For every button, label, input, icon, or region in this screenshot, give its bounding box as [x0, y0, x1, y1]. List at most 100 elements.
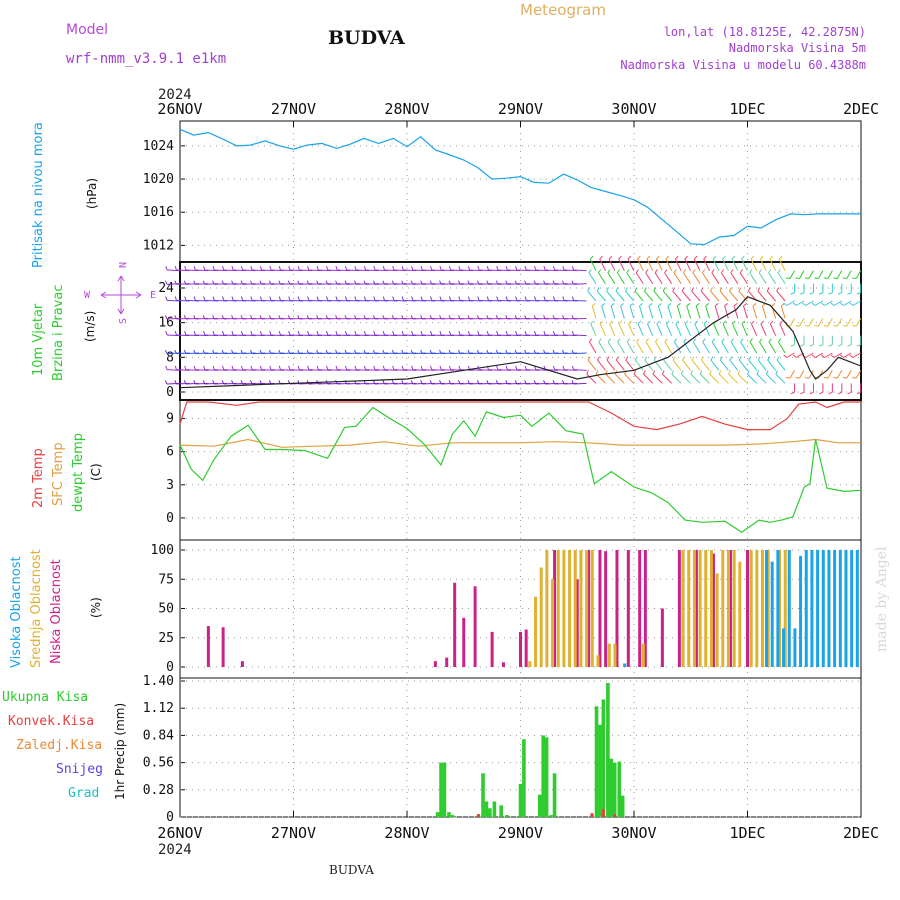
- wind-barb: [629, 305, 635, 319]
- wind-barb-flag: [552, 331, 556, 336]
- wind-barb-flag: [278, 365, 281, 370]
- wind-barb: [712, 258, 720, 271]
- wind-barb-flag: [588, 338, 593, 343]
- wind-barb: [738, 359, 748, 371]
- wind-barb-flag: [711, 338, 716, 343]
- wind-barb-flag: [606, 356, 610, 361]
- wind-barb: [682, 359, 691, 371]
- wind-barb-flag: [429, 349, 433, 354]
- wind-barb-flag: [287, 349, 291, 354]
- cloud-bar: [660, 608, 664, 667]
- wind-barb-flag: [430, 266, 433, 271]
- cloud-bar: [687, 550, 691, 667]
- cloud-bar: [783, 550, 787, 667]
- precip-tick-label: 0.28: [143, 783, 174, 798]
- wind-barb: [711, 341, 720, 354]
- wind-barb: [775, 373, 786, 384]
- wind-barb-flag: [562, 296, 565, 301]
- wind-barb: [836, 270, 843, 279]
- wind-barb: [795, 300, 805, 306]
- wind-barb: [628, 323, 635, 336]
- panel-frame: [179, 120, 862, 263]
- wind-barb-flag: [552, 296, 556, 301]
- wind-barb-flag: [458, 349, 461, 354]
- model-name: wrf-nmm_v3.9.1 e1km: [66, 51, 226, 67]
- wind-barb-flag: [722, 320, 727, 325]
- wind-barb-flag: [269, 365, 272, 370]
- model-elevation-label: Nadmorska Visina u modelu 60.4388m: [620, 58, 866, 72]
- cloud-bar: [575, 579, 579, 667]
- cloud-bar: [638, 550, 642, 667]
- wind-barb-flag: [856, 344, 861, 347]
- wind-title-1: 10m Vjetar: [31, 303, 46, 376]
- wind-barb-flag: [316, 349, 319, 354]
- cloud-bar: [598, 550, 602, 667]
- wind-barb-flag: [240, 349, 244, 354]
- wind-barb-flag: [203, 296, 206, 301]
- wind-barb-flag: [184, 331, 187, 336]
- wind-barb: [625, 359, 635, 371]
- wind-barb-flag: [202, 349, 206, 354]
- compass-cross: [100, 275, 142, 315]
- wind-barb-flag: [335, 349, 338, 354]
- wind-barb: [789, 318, 795, 327]
- wind-barb-flag: [496, 365, 499, 370]
- wind-barb-flag: [653, 287, 657, 292]
- precip-bar-total: [439, 762, 443, 817]
- wind-barb-flag: [496, 266, 499, 271]
- wind-barb-flag: [515, 365, 518, 370]
- wind-barb-flag: [804, 325, 810, 327]
- wind-barb-flag: [335, 365, 338, 370]
- wind-barb-flag: [731, 255, 736, 260]
- wind-barb: [591, 305, 597, 319]
- wind-barb-flag: [391, 280, 395, 285]
- wind-barb: [657, 305, 663, 319]
- wind-barb: [634, 359, 644, 371]
- wind-barb: [610, 305, 616, 319]
- cloud-bar: [810, 550, 814, 667]
- wind-barb-flag: [373, 365, 376, 370]
- wind-barb-flag: [495, 280, 499, 285]
- wind-barb: [616, 272, 625, 284]
- wind-barb: [808, 270, 814, 279]
- wind-barb: [635, 272, 644, 284]
- cloud-bar: [604, 551, 608, 667]
- wind-barb-flag: [756, 370, 760, 375]
- wind-barb-flag: [316, 365, 319, 370]
- wind-barb-flag: [543, 280, 546, 285]
- precip-bar-total: [499, 805, 504, 817]
- wind-barb-flag: [714, 303, 719, 307]
- precip-frz-label: Zaledj.Kisa: [16, 738, 102, 753]
- wind-barb-flag: [543, 296, 546, 301]
- wind-barb-flag: [250, 380, 253, 385]
- wind-barb: [645, 272, 654, 284]
- date-tick-label-bottom: 2DEC: [843, 824, 879, 842]
- wind-barb-flag: [766, 287, 770, 292]
- wind-barb: [588, 272, 597, 284]
- wind-barb: [827, 318, 833, 327]
- wind-barb-flag: [533, 380, 537, 385]
- wind-barb-flag: [671, 370, 674, 375]
- compass-w: W: [84, 290, 91, 301]
- wind-barb-flag: [222, 365, 225, 370]
- wind-barb-flag: [439, 380, 442, 385]
- wind-barb: [760, 323, 767, 336]
- wind-barb-flag: [316, 280, 319, 285]
- wind-barb-flag: [439, 315, 442, 320]
- wind-barb-flag: [183, 349, 187, 354]
- wind-barb-flag: [410, 349, 414, 354]
- wind-barb-flag: [458, 266, 461, 271]
- wind-barb-flag: [719, 356, 723, 361]
- wind-barb-flag: [809, 292, 814, 295]
- wind-barb: [625, 290, 635, 302]
- wind-barb-flag: [164, 380, 168, 385]
- wind-barb-flag: [193, 280, 196, 285]
- wind-barb-flag: [533, 349, 537, 354]
- wind-barb: [852, 300, 861, 306]
- wind-barb-flag: [777, 269, 781, 274]
- wind-barb-flag: [833, 277, 838, 279]
- wind-barb-flag: [193, 331, 196, 336]
- wind-barb: [749, 341, 758, 354]
- wind-barb-flag: [250, 280, 253, 285]
